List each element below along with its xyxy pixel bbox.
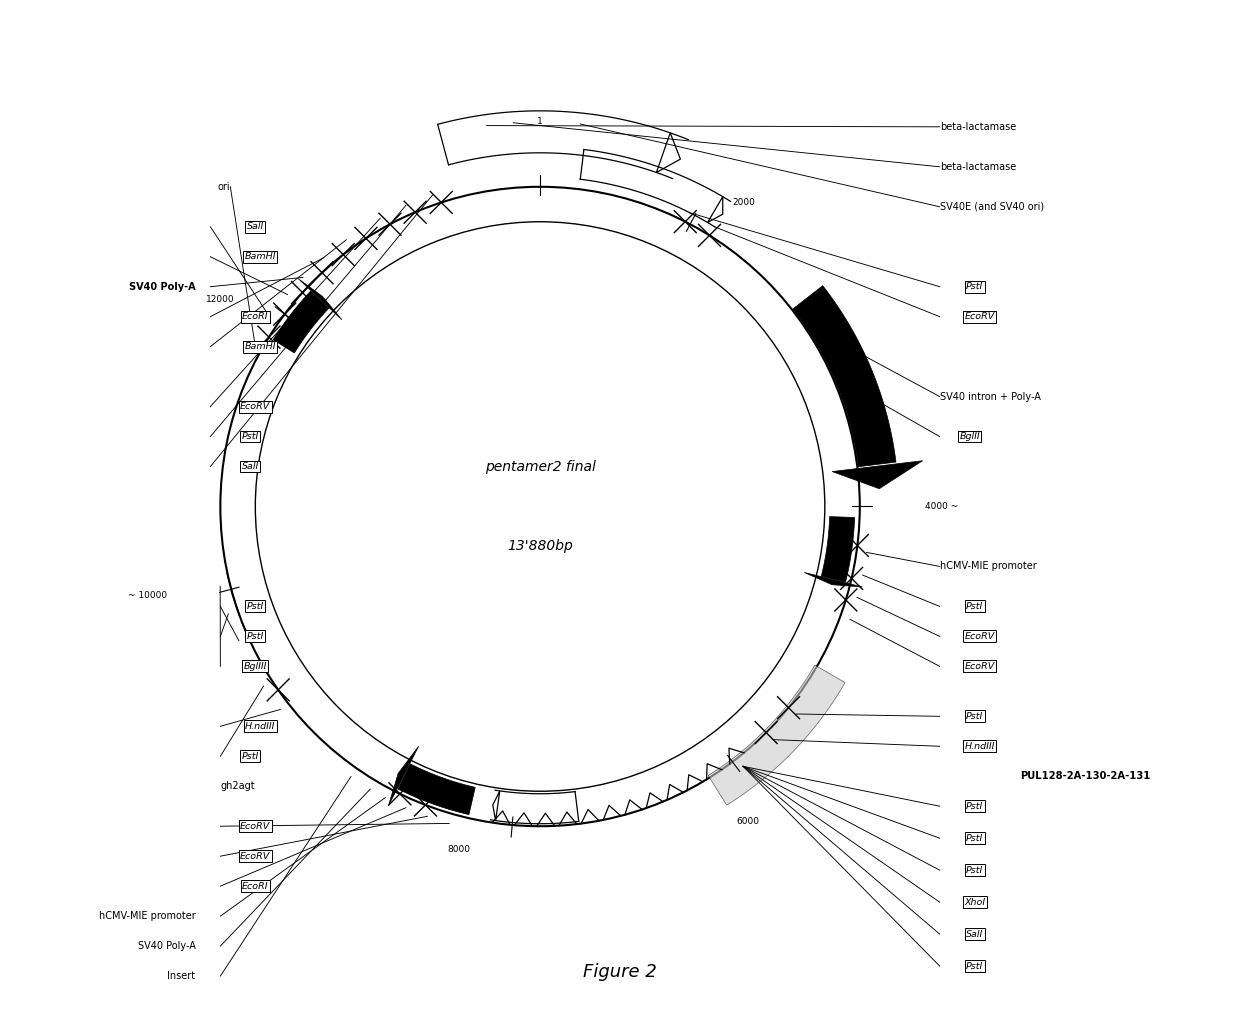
Text: EcoRV: EcoRV bbox=[241, 852, 270, 861]
Text: PstI: PstI bbox=[966, 961, 983, 970]
Text: SalI: SalI bbox=[242, 462, 259, 471]
Text: beta-lactamase: beta-lactamase bbox=[940, 122, 1016, 132]
Text: 6000: 6000 bbox=[737, 817, 759, 827]
Text: hCMV-MIE promoter: hCMV-MIE promoter bbox=[99, 911, 196, 921]
Text: SalI: SalI bbox=[247, 222, 264, 231]
Text: PUL128-2A-130-2A-131: PUL128-2A-130-2A-131 bbox=[1019, 771, 1149, 781]
Polygon shape bbox=[492, 791, 500, 821]
Text: H.ndIII: H.ndIII bbox=[965, 742, 994, 751]
Polygon shape bbox=[832, 461, 923, 488]
Text: 8000: 8000 bbox=[448, 846, 470, 854]
Text: PstI: PstI bbox=[242, 433, 259, 441]
Polygon shape bbox=[656, 133, 681, 172]
Text: XhoI: XhoI bbox=[965, 898, 986, 907]
Polygon shape bbox=[388, 747, 419, 806]
Text: pentamer2 final: pentamer2 final bbox=[485, 460, 595, 473]
Text: BglII: BglII bbox=[960, 433, 980, 441]
Text: 13'880bp: 13'880bp bbox=[507, 540, 573, 553]
Polygon shape bbox=[821, 517, 854, 582]
Text: 1: 1 bbox=[537, 118, 543, 127]
Text: PstI: PstI bbox=[247, 602, 264, 611]
Text: SV40 Poly-A: SV40 Poly-A bbox=[129, 282, 196, 292]
Text: EcoRV: EcoRV bbox=[241, 822, 270, 831]
Text: H.ndIII: H.ndIII bbox=[246, 722, 275, 730]
Text: EcoRV: EcoRV bbox=[965, 632, 994, 641]
Text: SV40 intron + Poly-A: SV40 intron + Poly-A bbox=[940, 392, 1040, 401]
Text: PstI: PstI bbox=[242, 752, 259, 761]
Text: EcoRI: EcoRI bbox=[242, 312, 269, 321]
Text: ori: ori bbox=[218, 181, 231, 191]
Polygon shape bbox=[273, 291, 329, 353]
Text: ~ 10000: ~ 10000 bbox=[128, 592, 167, 601]
Polygon shape bbox=[708, 197, 723, 223]
Text: BamHI: BamHI bbox=[244, 252, 277, 261]
Text: EcoRV: EcoRV bbox=[241, 402, 270, 411]
Text: PstI: PstI bbox=[966, 602, 983, 611]
Text: Insert: Insert bbox=[167, 971, 196, 981]
Text: Figure 2: Figure 2 bbox=[583, 963, 657, 982]
Polygon shape bbox=[708, 666, 846, 805]
Polygon shape bbox=[398, 764, 475, 814]
Text: BamHI: BamHI bbox=[244, 342, 277, 352]
Text: PstI: PstI bbox=[247, 632, 264, 641]
Text: EcoRV: EcoRV bbox=[965, 661, 994, 671]
Polygon shape bbox=[299, 279, 342, 320]
Text: PstI: PstI bbox=[966, 801, 983, 810]
Text: 2000: 2000 bbox=[732, 198, 755, 207]
Text: SV40 Poly-A: SV40 Poly-A bbox=[138, 941, 196, 951]
Text: hCMV-MIE promoter: hCMV-MIE promoter bbox=[940, 561, 1037, 571]
Text: EcoRV: EcoRV bbox=[965, 312, 994, 321]
Polygon shape bbox=[805, 572, 862, 587]
Text: beta-lactamase: beta-lactamase bbox=[940, 162, 1016, 172]
Text: PstI: PstI bbox=[966, 712, 983, 721]
Text: SalI: SalI bbox=[966, 930, 983, 939]
Polygon shape bbox=[792, 286, 897, 467]
Text: PstI: PstI bbox=[966, 834, 983, 843]
Text: SV40E (and SV40 ori): SV40E (and SV40 ori) bbox=[940, 202, 1044, 212]
Text: BglIII: BglIII bbox=[243, 661, 267, 671]
Text: 12000: 12000 bbox=[206, 295, 234, 304]
Text: PstI: PstI bbox=[966, 283, 983, 291]
Text: gh2agt: gh2agt bbox=[221, 781, 255, 791]
Text: 4000 ~: 4000 ~ bbox=[925, 502, 959, 511]
Text: PstI: PstI bbox=[966, 866, 983, 874]
Text: EcoRI: EcoRI bbox=[242, 881, 269, 890]
